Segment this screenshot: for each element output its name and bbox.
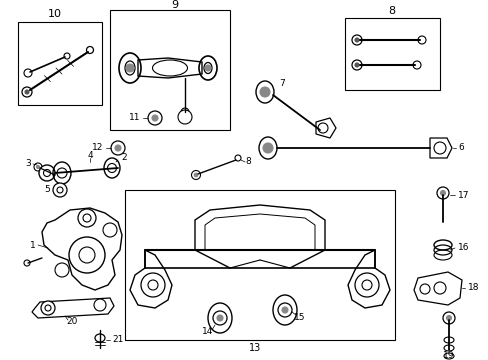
Bar	[125, 190, 394, 340]
Circle shape	[351, 60, 361, 70]
Text: 13: 13	[248, 343, 261, 353]
Circle shape	[282, 307, 287, 313]
Circle shape	[191, 171, 200, 180]
Circle shape	[39, 165, 55, 181]
Text: 14: 14	[202, 328, 213, 337]
Circle shape	[55, 263, 69, 277]
Circle shape	[260, 87, 269, 97]
Circle shape	[440, 190, 445, 195]
Circle shape	[141, 273, 164, 297]
Text: 12: 12	[91, 144, 103, 153]
Circle shape	[217, 315, 223, 321]
Circle shape	[436, 187, 448, 199]
Circle shape	[57, 187, 63, 193]
Circle shape	[41, 301, 55, 315]
Text: 19: 19	[442, 351, 454, 360]
Text: 7: 7	[279, 80, 285, 89]
Circle shape	[317, 123, 327, 133]
Circle shape	[34, 163, 42, 171]
Circle shape	[107, 163, 116, 172]
Circle shape	[79, 247, 95, 263]
Text: 15: 15	[294, 314, 305, 323]
Bar	[345, 18, 439, 90]
Circle shape	[83, 214, 91, 222]
Text: 5: 5	[44, 185, 50, 194]
Text: 18: 18	[467, 284, 479, 292]
Circle shape	[417, 36, 425, 44]
Circle shape	[115, 145, 121, 151]
Circle shape	[235, 155, 241, 161]
Circle shape	[22, 87, 32, 97]
Text: 2: 2	[121, 153, 126, 162]
Text: 21: 21	[112, 336, 123, 345]
Text: 8: 8	[387, 6, 395, 16]
Circle shape	[354, 38, 358, 42]
Circle shape	[446, 315, 450, 320]
Circle shape	[194, 173, 197, 177]
Text: 3: 3	[25, 159, 31, 168]
Circle shape	[181, 108, 189, 116]
Circle shape	[24, 69, 32, 77]
Text: 4: 4	[87, 150, 93, 159]
Circle shape	[45, 305, 51, 311]
Circle shape	[43, 170, 50, 176]
Circle shape	[78, 209, 96, 227]
Circle shape	[126, 64, 134, 72]
Text: 1: 1	[30, 240, 36, 249]
Circle shape	[278, 303, 291, 317]
Circle shape	[25, 90, 29, 94]
Text: 11: 11	[128, 113, 140, 122]
Circle shape	[354, 63, 358, 67]
Circle shape	[64, 53, 70, 59]
Circle shape	[351, 35, 361, 45]
Circle shape	[57, 168, 67, 178]
Circle shape	[354, 273, 378, 297]
Circle shape	[86, 46, 93, 54]
Circle shape	[148, 280, 158, 290]
Text: 10: 10	[48, 9, 62, 19]
Bar	[18, 22, 102, 105]
Text: 20: 20	[66, 318, 78, 327]
Circle shape	[178, 110, 192, 124]
Circle shape	[213, 311, 226, 325]
Circle shape	[103, 223, 117, 237]
Circle shape	[37, 166, 40, 168]
Circle shape	[361, 280, 371, 290]
Circle shape	[94, 299, 106, 311]
Circle shape	[433, 142, 445, 154]
Circle shape	[69, 237, 105, 273]
Circle shape	[53, 183, 67, 197]
Text: 6: 6	[457, 144, 463, 153]
Circle shape	[152, 115, 158, 121]
Circle shape	[204, 65, 210, 71]
Bar	[110, 10, 229, 130]
Circle shape	[263, 143, 272, 153]
Text: 8: 8	[244, 158, 250, 166]
Text: 16: 16	[457, 243, 468, 252]
Circle shape	[148, 111, 162, 125]
Text: 17: 17	[457, 190, 468, 199]
Circle shape	[111, 141, 125, 155]
Circle shape	[433, 282, 445, 294]
Circle shape	[442, 312, 454, 324]
Circle shape	[419, 284, 429, 294]
Text: 9: 9	[171, 0, 178, 10]
Circle shape	[412, 61, 420, 69]
